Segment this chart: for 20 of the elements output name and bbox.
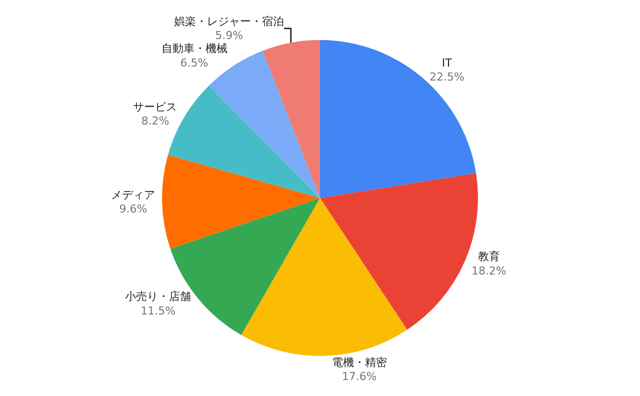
data-label: 6.5%: [180, 56, 208, 70]
slice-label: 小売り・店舗: [125, 290, 192, 304]
data-label: 11.5%: [140, 304, 176, 318]
data-label: 9.6%: [119, 202, 148, 216]
pie-slice: [262, 40, 320, 198]
data-label: 18.2%: [471, 264, 506, 278]
data-label: 22.5%: [429, 70, 464, 84]
slice-label: 教育: [478, 250, 500, 264]
slice-label: 電機・精密: [332, 356, 387, 369]
slice-label: メディア: [111, 188, 156, 202]
data-label: 5.9%: [215, 29, 244, 42]
data-label: 17.6%: [342, 370, 377, 384]
slice-label: 自動車・機械: [161, 42, 228, 56]
slice-label: サービス: [133, 100, 178, 114]
data-label: 8.2%: [141, 114, 170, 128]
pie-slice: [162, 154, 320, 249]
pie-slice: [241, 198, 408, 356]
pie-slice: [320, 40, 476, 198]
slice-label: IT: [442, 56, 452, 70]
slice-label: 娯楽・レジャー・宿泊: [174, 14, 284, 28]
